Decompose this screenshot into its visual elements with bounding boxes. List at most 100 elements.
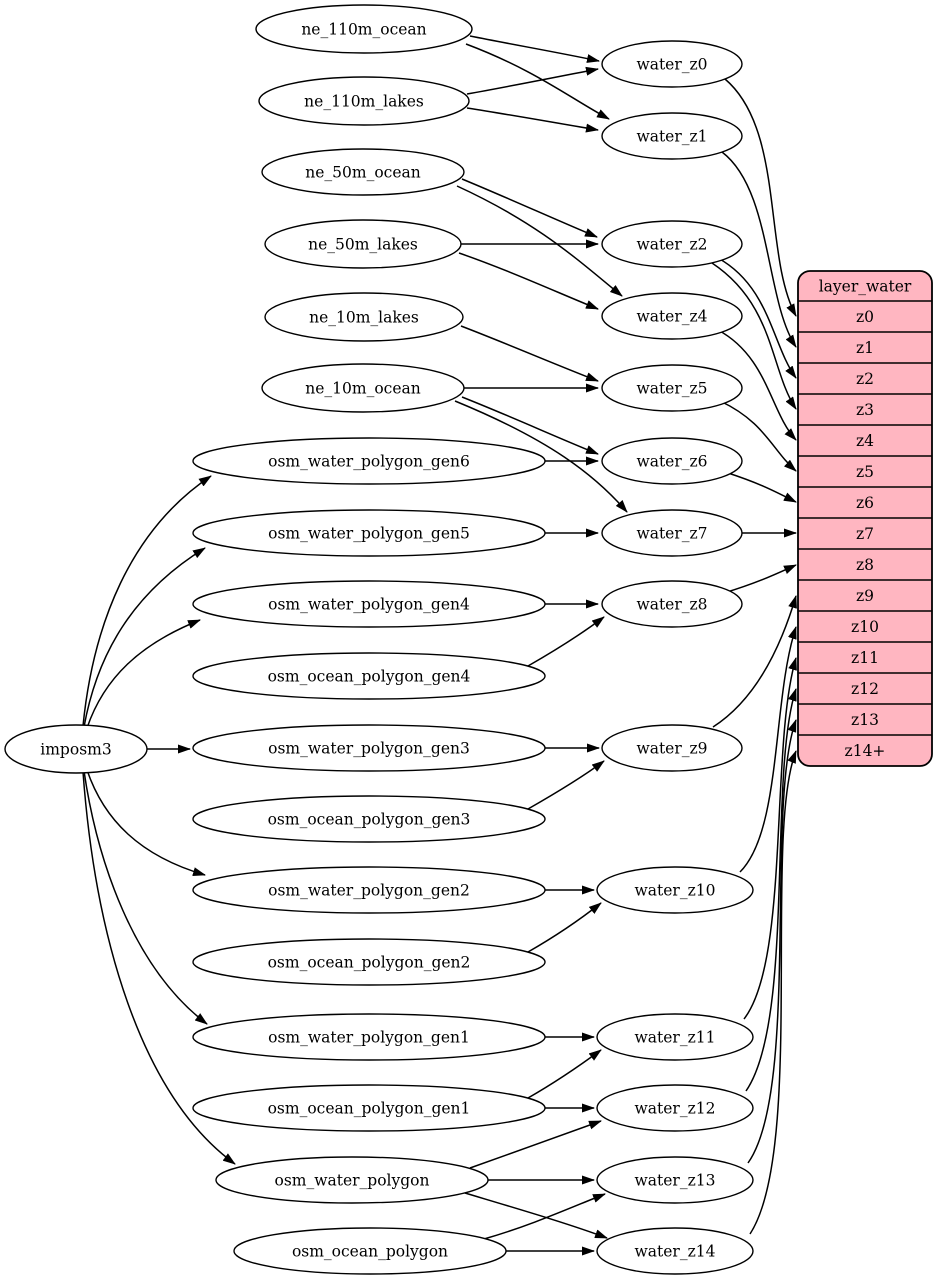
node-water_z7: water_z7: [601, 509, 743, 557]
node-water_z5-shape: [601, 364, 743, 412]
edge-ne_110m_lakes-water_z1: [466, 107, 599, 133]
node-water_z13-shape: [596, 1156, 754, 1204]
node-water_z13-label: water_z13: [635, 1171, 716, 1189]
edge-water_z4-layer_water-z4: [717, 329, 797, 441]
node-osm_water_polygon_gen3-shape: [192, 724, 546, 772]
table-row-z14+-label: z14+: [845, 742, 886, 760]
node-ne_50m_lakes: ne_50m_lakes: [264, 219, 462, 269]
node-osm_ocean_polygon-label: osm_ocean_polygon: [292, 1242, 448, 1260]
edge-osm_water_polygon-water_z14: [464, 1192, 608, 1239]
node-osm_ocean_polygon_gen1-label: osm_ocean_polygon_gen1: [268, 1099, 471, 1117]
node-water_z4: water_z4: [601, 292, 743, 340]
node-water_z1-label: water_z1: [636, 127, 707, 145]
node-ne_50m_ocean-shape: [261, 148, 465, 196]
node-osm_ocean_polygon-shape: [233, 1227, 507, 1275]
table-row-z1-label: z1: [856, 339, 874, 357]
node-osm_water_polygon_gen1-shape: [192, 1013, 546, 1061]
edge-osm_ocean_polygon_gen2-water_z10: [527, 902, 602, 953]
node-water_z11-shape: [596, 1013, 754, 1061]
node-water_z14-shape: [596, 1227, 754, 1275]
node-water_z12: water_z12: [596, 1084, 754, 1132]
node-osm_water_polygon_gen2: osm_water_polygon_gen2: [192, 866, 546, 914]
node-water_z14-label: water_z14: [635, 1242, 716, 1260]
edge-water_z14-layer_water-z14+: [749, 750, 797, 1235]
node-ne_110m_ocean: ne_110m_ocean: [255, 4, 473, 54]
node-water_z5-label: water_z5: [636, 379, 707, 397]
node-ne_110m_lakes-label: ne_110m_lakes: [304, 92, 424, 110]
node-osm_water_polygon_gen6-shape: [192, 437, 546, 485]
node-water_z0-shape: [601, 40, 743, 88]
node-water_z12-label: water_z12: [635, 1099, 716, 1117]
edge-water_z1-layer_water-z1: [721, 151, 797, 348]
node-osm_ocean_polygon_gen4: osm_ocean_polygon_gen4: [192, 652, 546, 700]
node-water_z8-label: water_z8: [636, 595, 707, 613]
table-row-z2-label: z2: [856, 370, 874, 388]
edge-osm_water_polygon-water_z12: [469, 1120, 602, 1169]
node-water_z1: water_z1: [601, 112, 743, 160]
table-row-z5-label: z5: [856, 463, 874, 481]
table-row-z12-label: z12: [851, 680, 879, 698]
edge-water_z5-layer_water-z5: [719, 400, 797, 472]
node-imposm3: imposm3: [4, 724, 148, 774]
edge-ne_50m_lakes-water_z4: [458, 252, 599, 310]
node-water_z11: water_z11: [596, 1013, 754, 1061]
table-layer_water: layer_water z0 z1 z2 z3 z4 z5 z6 z7 z8 z9 z10 z11 z12…: [797, 270, 933, 767]
node-osm_water_polygon_gen5: osm_water_polygon_gen5: [192, 509, 546, 557]
edge-ne_50m_ocean-water_z4: [456, 185, 623, 297]
node-imposm3-shape: [4, 724, 148, 774]
node-ne_110m_lakes: ne_110m_lakes: [258, 76, 470, 126]
node-ne_50m_lakes-label: ne_50m_lakes: [308, 235, 418, 253]
table-row-z10-label: z10: [851, 618, 879, 636]
edge-imposm3-osm_water_polygon_gen5: [83, 547, 206, 728]
node-osm_water_polygon_gen3-label: osm_water_polygon_gen3: [268, 739, 470, 757]
node-ne_10m_lakes: ne_10m_lakes: [264, 292, 464, 342]
node-water_z4-shape: [601, 292, 743, 340]
node-osm_water_polygon: osm_water_polygon: [215, 1156, 489, 1204]
node-osm_water_polygon_gen4: osm_water_polygon_gen4: [192, 580, 546, 628]
edge-osm_ocean_polygon_gen1-water_z11: [527, 1049, 602, 1099]
edge-water_z6-layer_water-z6: [724, 471, 797, 503]
node-ne_10m_ocean-shape: [261, 363, 465, 413]
node-water_z6-shape: [601, 437, 743, 485]
node-water_z6: water_z6: [601, 437, 743, 485]
node-water_z10: water_z10: [596, 866, 754, 914]
edge-ne_10m_ocean-water_z6: [461, 396, 599, 455]
node-water_z1-shape: [601, 112, 743, 160]
node-ne_50m_ocean: ne_50m_ocean: [261, 148, 465, 196]
edge-water_z8-layer_water-z8: [723, 564, 797, 594]
node-osm_ocean_polygon_gen1-shape: [192, 1084, 546, 1132]
node-ne_50m_lakes-shape: [264, 219, 462, 269]
node-osm_water_polygon_gen3: osm_water_polygon_gen3: [192, 724, 546, 772]
node-imposm3-label: imposm3: [40, 740, 111, 758]
node-osm_ocean_polygon_gen1: osm_ocean_polygon_gen1: [192, 1084, 546, 1132]
table-layer_water-title: layer_water: [819, 277, 912, 295]
node-water_z2: water_z2: [601, 220, 743, 268]
edge-ne_10m_ocean-water_z7: [454, 400, 628, 513]
node-osm_water_polygon-shape: [215, 1156, 489, 1204]
node-osm_water_polygon_gen1-label: osm_water_polygon_gen1: [268, 1028, 470, 1046]
edge-imposm3-osm_water_polygon_gen4: [86, 619, 201, 729]
node-water_z12-shape: [596, 1084, 754, 1132]
node-osm_ocean_polygon_gen4-label: osm_ocean_polygon_gen4: [268, 667, 471, 685]
node-ne_10m_lakes-label: ne_10m_lakes: [309, 308, 419, 326]
node-water_z2-shape: [601, 220, 743, 268]
node-water_z9-shape: [601, 724, 743, 772]
node-osm_water_polygon_gen1: osm_water_polygon_gen1: [192, 1013, 546, 1061]
node-osm_ocean_polygon_gen2-label: osm_ocean_polygon_gen2: [268, 953, 471, 971]
node-osm_ocean_polygon_gen4-shape: [192, 652, 546, 700]
table-row-z9-label: z9: [856, 587, 874, 605]
edge-imposm3-osm_water_polygon_gen1: [83, 770, 208, 1025]
table-row-z0-label: z0: [856, 308, 874, 326]
node-osm_ocean_polygon: osm_ocean_polygon: [233, 1227, 507, 1275]
node-water_z4-label: water_z4: [636, 307, 707, 325]
node-water_z10-shape: [596, 866, 754, 914]
table-row-z11-label: z11: [851, 649, 879, 667]
node-water_z10-label: water_z10: [635, 881, 716, 899]
node-osm_water_polygon_gen6: osm_water_polygon_gen6: [192, 437, 546, 485]
node-water_z2-label: water_z2: [636, 235, 707, 253]
node-ne_50m_ocean-label: ne_50m_ocean: [305, 163, 421, 181]
table-row-z7-label: z7: [856, 525, 874, 543]
node-water_z7-shape: [601, 509, 743, 557]
edge-imposm3-osm_water_polygon_gen2: [86, 769, 206, 876]
